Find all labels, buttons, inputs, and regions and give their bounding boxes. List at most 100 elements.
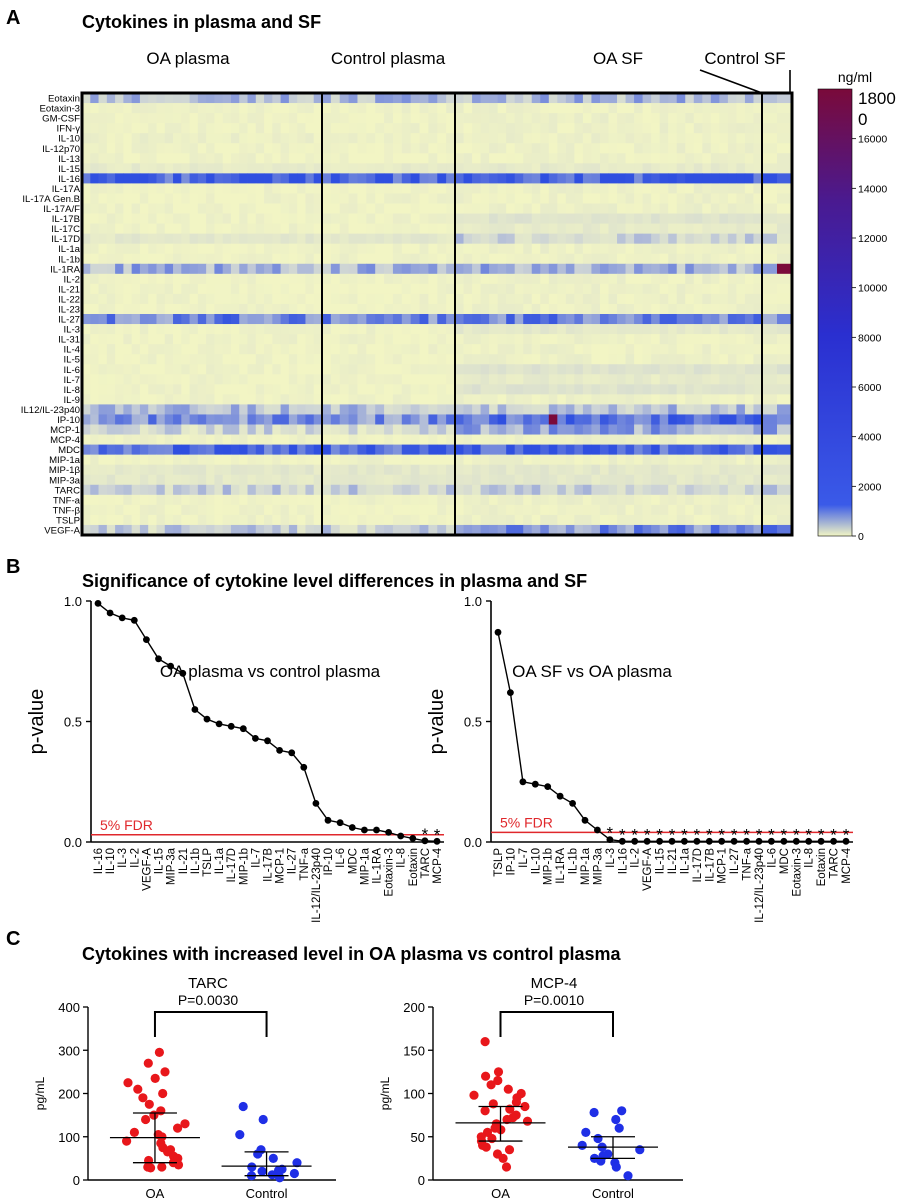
heatmap-cell bbox=[702, 303, 712, 315]
heatmap-cell bbox=[305, 153, 315, 164]
heatmap-cell bbox=[313, 203, 323, 214]
heatmap-cell bbox=[710, 494, 720, 506]
heatmap-cell bbox=[565, 444, 575, 456]
heatmap-cell bbox=[264, 324, 273, 335]
heatmap-cell bbox=[357, 504, 367, 516]
heatmap-cell bbox=[557, 233, 567, 245]
heatmap-cell bbox=[206, 233, 215, 245]
data-point bbox=[503, 1084, 513, 1094]
heatmap-cell bbox=[625, 203, 635, 214]
heatmap-cell bbox=[173, 414, 182, 425]
heatmap-cell bbox=[523, 283, 533, 295]
heatmap-cell bbox=[659, 183, 669, 194]
heatmap-cell bbox=[115, 354, 124, 365]
heatmap-cell bbox=[762, 103, 778, 114]
heatmap-cell bbox=[239, 464, 248, 476]
heatmap-cell bbox=[472, 293, 481, 305]
heatmap-cell bbox=[410, 133, 420, 144]
y-tick-label: 1.0 bbox=[464, 594, 482, 609]
heatmap-cell bbox=[348, 283, 358, 295]
heatmap-cell bbox=[264, 123, 273, 134]
significance-marker: * bbox=[656, 825, 663, 844]
heatmap-cell bbox=[744, 93, 754, 104]
heatmap-cell bbox=[410, 303, 420, 315]
heatmap-cell bbox=[280, 364, 290, 375]
heatmap-cell bbox=[472, 314, 481, 325]
heatmap-cell bbox=[642, 404, 652, 415]
heatmap-cell bbox=[297, 464, 306, 476]
heatmap-cell bbox=[506, 344, 516, 355]
heatmap-cell bbox=[366, 253, 376, 265]
heatmap-cell bbox=[280, 103, 290, 114]
heatmap-cell bbox=[428, 314, 438, 325]
heatmap-cell bbox=[313, 123, 323, 134]
heatmap-cell bbox=[557, 464, 567, 476]
heatmap-cell bbox=[206, 524, 215, 536]
heatmap-cell bbox=[288, 273, 298, 285]
data-point bbox=[469, 1090, 479, 1100]
heatmap-cell bbox=[693, 223, 703, 235]
heatmap-cell bbox=[489, 283, 499, 295]
heatmap-cell bbox=[230, 314, 240, 325]
panel-c-title: Cytokines with increased level in OA pla… bbox=[82, 944, 622, 964]
heatmap-cell bbox=[710, 414, 720, 425]
heatmap-cell bbox=[744, 464, 754, 476]
heatmap-cell bbox=[497, 444, 507, 456]
heatmap-cell bbox=[642, 444, 652, 456]
p-value-label: P=0.0030 bbox=[178, 992, 239, 1008]
data-point bbox=[267, 1170, 277, 1180]
heatmap-cell bbox=[230, 93, 240, 104]
heatmap-row-label: IL-17C bbox=[51, 224, 80, 235]
heatmap-cell bbox=[437, 233, 447, 245]
heatmap-cell bbox=[305, 233, 315, 245]
heatmap-cell bbox=[625, 193, 635, 204]
heatmap-cell bbox=[497, 524, 507, 536]
heatmap-cell bbox=[313, 434, 323, 445]
heatmap-cell bbox=[115, 293, 124, 305]
heatmap-cell bbox=[599, 454, 609, 466]
heatmap-cell bbox=[514, 354, 524, 365]
heatmap-cell bbox=[710, 133, 720, 144]
heatmap-cell bbox=[197, 474, 207, 486]
heatmap-cell bbox=[702, 183, 712, 194]
heatmap-cell bbox=[548, 354, 558, 365]
heatmap-cell bbox=[446, 414, 456, 425]
heatmap-cell bbox=[489, 334, 499, 345]
heatmap-cell bbox=[255, 504, 265, 516]
heatmap-cell bbox=[659, 173, 669, 184]
heatmap-cell bbox=[139, 364, 149, 375]
heatmap-cell bbox=[574, 183, 584, 194]
heatmap-row-label: IL-2 bbox=[63, 274, 80, 285]
heatmap-cell bbox=[206, 163, 215, 174]
heatmap-cell bbox=[557, 514, 567, 526]
heatmap-cell bbox=[736, 93, 746, 104]
heatmap-cell bbox=[591, 514, 601, 526]
heatmap-cell bbox=[557, 213, 567, 224]
heatmap-cell bbox=[591, 303, 601, 315]
heatmap-cell bbox=[540, 514, 550, 526]
heatmap-cell bbox=[288, 153, 298, 164]
heatmap-cell bbox=[428, 283, 438, 295]
heatmap-cell bbox=[148, 404, 157, 415]
heatmap-cell bbox=[634, 213, 644, 224]
heatmap-cell bbox=[744, 113, 754, 124]
heatmap-cell bbox=[693, 213, 703, 224]
heatmap-cell bbox=[428, 273, 438, 285]
heatmap-cell bbox=[608, 344, 618, 355]
heatmap-cell bbox=[744, 404, 754, 415]
heatmap-cell bbox=[557, 93, 567, 104]
heatmap-cell bbox=[357, 394, 367, 405]
heatmap-cell bbox=[480, 163, 490, 174]
heatmap-cell bbox=[642, 213, 652, 224]
heatmap-cell bbox=[608, 303, 618, 315]
heatmap-cell bbox=[472, 93, 481, 104]
heatmap-cell bbox=[392, 454, 403, 466]
heatmap-cell bbox=[693, 253, 703, 265]
heatmap-cell bbox=[366, 163, 376, 174]
heatmap-cell bbox=[98, 183, 108, 194]
heatmap-cell bbox=[710, 103, 720, 114]
colorbar-tick-label: 8000 bbox=[858, 332, 882, 344]
heatmap-cell bbox=[685, 484, 695, 496]
heatmap-cell bbox=[392, 223, 403, 235]
heatmap-cell bbox=[676, 374, 686, 385]
